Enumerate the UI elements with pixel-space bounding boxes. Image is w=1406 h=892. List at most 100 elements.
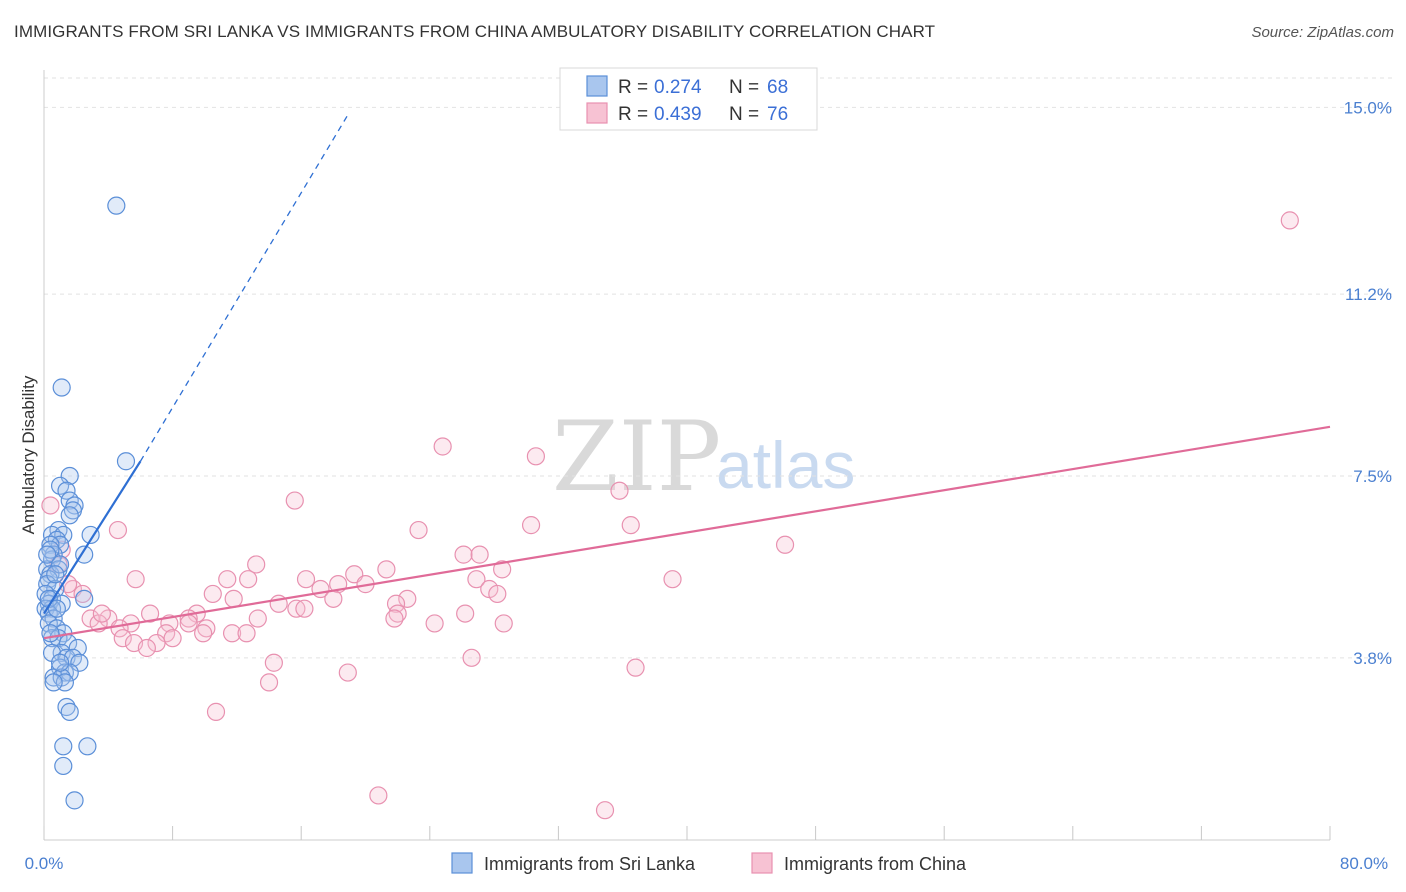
bottom-legend-swatch-china (751, 852, 773, 874)
legend-r-value-china: 0.439 (654, 104, 702, 125)
china-point (454, 545, 473, 564)
china-point (595, 801, 615, 820)
y-tick-label: 7.5% (1353, 467, 1392, 486)
china-point (113, 629, 132, 648)
series-china-points (41, 211, 1299, 820)
y-tick-label: 11.2% (1345, 285, 1392, 304)
china-point (126, 570, 145, 589)
legend-swatch-china (586, 102, 608, 124)
china-trend-line (43, 425, 1331, 640)
sri-lanka-point (75, 589, 94, 608)
china-point (224, 589, 243, 608)
china-point (206, 702, 226, 721)
watermark-atlas: atlas (716, 428, 855, 502)
china-point (137, 638, 156, 658)
sri-lanka-point (50, 555, 70, 574)
sri-lanka-point (116, 452, 136, 471)
chart-title: IMMIGRANTS FROM SRI LANKA VS IMMIGRANTS … (14, 22, 936, 41)
x-tick-label-min: 0.0% (25, 854, 64, 873)
china-point (610, 481, 629, 500)
sri-lanka-point (50, 535, 70, 554)
china-point (621, 516, 640, 535)
china-point (285, 491, 304, 510)
sri-lanka-point (57, 697, 76, 717)
china-point (425, 614, 444, 633)
china-point (197, 619, 216, 638)
china-point (369, 786, 388, 805)
china-point (179, 614, 198, 633)
china-point (324, 589, 343, 608)
china-point (494, 614, 513, 633)
china-point (237, 624, 256, 643)
sri-lanka-point (52, 378, 71, 397)
legend-r-label-sri-lanka: R = (618, 77, 648, 98)
legend-n-value-sri-lanka: 68 (767, 77, 788, 98)
sri-lanka-point (57, 481, 76, 500)
sri-lanka-point (50, 653, 70, 672)
china-point (222, 624, 242, 643)
china-point (775, 535, 795, 554)
watermark: ZIP atlas (552, 401, 855, 513)
china-point (433, 437, 452, 456)
y-tick-labels: 3.8% 7.5% 11.2% 15.0% (1344, 98, 1392, 667)
china-point (147, 633, 166, 653)
sri-lanka-point (38, 545, 57, 564)
china-point (521, 516, 541, 535)
china-point (1280, 211, 1299, 230)
sri-lanka-point (54, 756, 73, 776)
legend-swatch-sri-lanka (586, 75, 608, 97)
china-point (377, 560, 396, 579)
china-point (248, 609, 267, 628)
legend-n-value-china: 76 (767, 104, 788, 125)
sri-lanka-point (63, 501, 83, 520)
china-point (626, 658, 645, 677)
sri-lanka-point (81, 525, 100, 545)
bottom-legend-label-china: Immigrants from China (784, 854, 967, 874)
legend-r-label-china: R = (618, 104, 648, 125)
bottom-legend-swatch-sri-lanka (451, 852, 473, 874)
sri-lanka-point (107, 196, 126, 215)
china-point (239, 570, 258, 589)
china-point (526, 447, 545, 466)
china-point (264, 653, 283, 672)
x-tick-label-max: 80.0% (1340, 854, 1388, 873)
y-tick-label: 3.8% (1353, 649, 1392, 668)
china-point (470, 545, 489, 564)
china-point (467, 570, 486, 589)
sri-lanka-point (60, 702, 79, 721)
china-point (247, 555, 266, 574)
sri-lanka-point (70, 653, 89, 672)
x-axis-ticks (43, 826, 1331, 840)
china-point (140, 604, 160, 623)
legend-n-label-sri-lanka: N = (729, 77, 759, 98)
china-point (388, 604, 407, 623)
china-point (663, 570, 682, 589)
bottom-legend-label-sri-lanka: Immigrants from Sri Lanka (484, 854, 696, 874)
china-point (385, 609, 404, 628)
china-point (409, 520, 428, 540)
china-point (203, 584, 222, 604)
watermark-zip: ZIP (552, 401, 721, 513)
china-point (338, 663, 357, 682)
series-sri-lanka-points (36, 196, 136, 810)
china-point (194, 624, 213, 643)
legend-r-value-sri-lanka: 0.274 (654, 77, 702, 98)
sri-lanka-point (60, 466, 79, 486)
sri-lanka-point (60, 506, 79, 525)
y-axis-title: Ambulatory Disability (19, 375, 38, 534)
source-credit: Source: ZipAtlas.com (1251, 24, 1394, 41)
sri-lanka-point (78, 737, 97, 756)
china-point (259, 673, 279, 692)
sri-lanka-point (54, 737, 73, 756)
china-point (456, 604, 475, 623)
sri-lanka-trend-line (43, 460, 142, 615)
stats-legend: R = 0.274 N = 68 R = 0.439 N = 76 (559, 67, 818, 131)
y-tick-label: 15.0% (1344, 98, 1392, 117)
china-point (398, 589, 417, 608)
sri-lanka-point (41, 535, 60, 554)
china-point (462, 648, 481, 667)
sri-lanka-point (65, 791, 84, 810)
sri-lanka-point (46, 565, 65, 584)
china-point (295, 599, 314, 618)
